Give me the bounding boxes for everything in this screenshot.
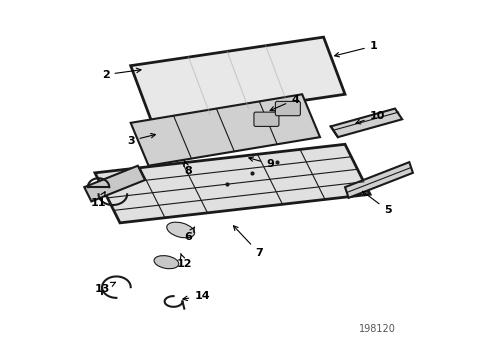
Polygon shape bbox=[131, 37, 345, 123]
Text: 10: 10 bbox=[356, 111, 385, 124]
Polygon shape bbox=[84, 166, 145, 202]
Text: 3: 3 bbox=[127, 134, 155, 146]
Text: 13: 13 bbox=[95, 282, 116, 294]
Text: 9: 9 bbox=[249, 157, 274, 169]
Text: 6: 6 bbox=[184, 227, 195, 242]
Ellipse shape bbox=[154, 256, 179, 269]
FancyBboxPatch shape bbox=[275, 102, 300, 116]
Ellipse shape bbox=[167, 222, 195, 238]
Text: 4: 4 bbox=[270, 95, 299, 111]
Text: 14: 14 bbox=[183, 291, 210, 301]
Text: 1: 1 bbox=[335, 41, 377, 57]
Polygon shape bbox=[95, 144, 370, 223]
Text: 5: 5 bbox=[363, 192, 392, 215]
Polygon shape bbox=[345, 162, 413, 198]
Text: 11: 11 bbox=[91, 192, 106, 208]
Text: 198120: 198120 bbox=[359, 324, 396, 334]
Polygon shape bbox=[131, 94, 320, 166]
Text: 7: 7 bbox=[233, 226, 263, 258]
Text: 12: 12 bbox=[176, 253, 192, 269]
Text: 2: 2 bbox=[102, 68, 141, 80]
Polygon shape bbox=[331, 109, 402, 137]
Text: 8: 8 bbox=[184, 161, 192, 176]
FancyBboxPatch shape bbox=[254, 112, 279, 126]
